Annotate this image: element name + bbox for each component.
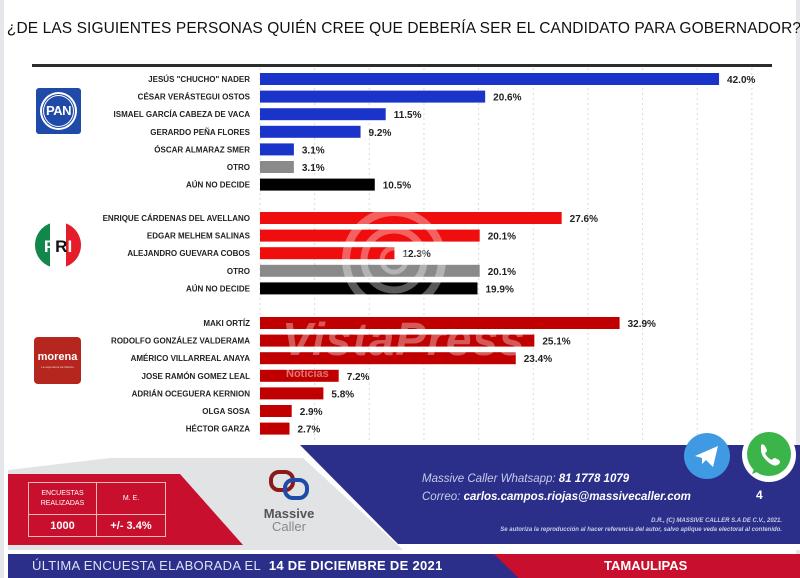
bar-category-label: AMÉRICO VILLARREAL ANAYA bbox=[131, 354, 251, 363]
bar-value-label: 11.5% bbox=[394, 110, 422, 121]
massive-caller-logo: Massive Caller bbox=[252, 470, 326, 533]
pri-letter-i: I bbox=[67, 237, 73, 256]
bar-pan bbox=[260, 178, 375, 191]
bar-morena bbox=[260, 405, 292, 417]
bar-pan bbox=[260, 90, 486, 103]
bar-morena bbox=[260, 387, 324, 400]
bar-morena bbox=[260, 334, 535, 347]
bar-pan bbox=[260, 143, 294, 156]
bar-category-label: ADRIÁN OCEGUERA KERNION bbox=[132, 389, 251, 398]
bar-category-label: JESÚS "CHUCHO" NADER bbox=[148, 75, 250, 84]
bar-value-label: 20.1% bbox=[488, 232, 516, 243]
whatsapp-icon[interactable] bbox=[742, 428, 796, 482]
bar-pan bbox=[260, 125, 361, 138]
bar-value-label: 27.6% bbox=[570, 214, 598, 225]
bar-value-label: 23.4% bbox=[524, 354, 552, 365]
bar-category-label: AÚN NO DECIDE bbox=[186, 181, 251, 190]
whatsapp-label: Massive Caller Whatsapp: bbox=[422, 473, 556, 485]
copyright-line2: Se autoriza la reproducción al hacer ref… bbox=[500, 527, 782, 533]
bar-value-label: 7.2% bbox=[347, 372, 370, 383]
bottom-banner-state bbox=[494, 554, 800, 578]
pri-letter-r: R bbox=[55, 237, 68, 256]
bar-category-label: RODOLFO GONZÁLEZ VALDERAMA bbox=[111, 337, 250, 346]
morena-logo: morena La esperanza de México bbox=[34, 337, 81, 384]
bar-value-label: 2.9% bbox=[300, 407, 323, 418]
survey-stats-table: ENCUESTAS REALIZADAS M. E. 1000 +/- 3.4% bbox=[28, 482, 166, 537]
bar-pan bbox=[260, 161, 294, 173]
bar-value-label: 3.1% bbox=[302, 163, 325, 174]
bar-value-label: 5.8% bbox=[331, 389, 354, 400]
bar-category-label: CÉSAR VERÁSTEGUI OSTOS bbox=[138, 93, 251, 102]
bar-value-label: 2.7% bbox=[298, 425, 321, 436]
contact-info: Massive Caller Whatsapp: 81 1778 1079 Co… bbox=[422, 470, 691, 506]
margin-value: +/- 3.4% bbox=[96, 514, 166, 537]
bar-pri bbox=[260, 247, 395, 260]
telegram-icon[interactable] bbox=[684, 433, 730, 479]
bar-category-label: ALEJANDRO GUEVARA COBOS bbox=[127, 249, 250, 258]
last-survey-date: ÚLTIMA ENCUESTA ELABORADA EL 14 DE DICIE… bbox=[32, 558, 443, 573]
whatsapp-number[interactable]: 81 1778 1079 bbox=[558, 473, 630, 485]
bar-category-label: ÓSCAR ALMARAZ SMER bbox=[154, 145, 250, 154]
chart-title: ¿DE LAS SIGUIENTES PERSONAS QUIÉN CREE Q… bbox=[6, 20, 800, 37]
bar-chart: JESÚS "CHUCHO" NADER 42.0% CÉSAR VERÁSTEGU… bbox=[103, 68, 756, 440]
email-label: Correo: bbox=[422, 491, 461, 503]
margin-header: M. E. bbox=[96, 482, 166, 515]
bar-value-label: 25.1% bbox=[542, 337, 570, 348]
bar-value-label: 10.5% bbox=[383, 181, 411, 192]
page-number: 4 bbox=[756, 488, 763, 502]
email-link[interactable]: carlos.campos.riojas@massivecaller.com bbox=[463, 491, 691, 503]
copyright-notice: D.R., (C) MASSIVE CALLER S.A DE C.V., 20… bbox=[500, 517, 782, 535]
bar-morena bbox=[260, 317, 620, 329]
watermark-text: VistaPress bbox=[282, 313, 526, 365]
surveys-value: 1000 bbox=[28, 514, 97, 537]
last-survey-date-value: 14 DE DICIEMBRE DE 2021 bbox=[268, 558, 443, 573]
bar-pan bbox=[260, 108, 386, 121]
chat-bubbles-icon bbox=[269, 470, 309, 500]
bar-morena bbox=[260, 369, 339, 382]
bar-pri bbox=[260, 264, 480, 277]
bar-category-label: HÉCTOR GARZA bbox=[186, 425, 251, 434]
bar-category-label: ISMAEL GARCÍA CABEZA DE VACA bbox=[114, 110, 251, 119]
pri-letter-p: P bbox=[43, 237, 56, 256]
bar-category-label: MAKI ORTÍZ bbox=[203, 319, 250, 328]
morena-logo-subtext: La esperanza de México bbox=[41, 365, 74, 369]
bar-morena bbox=[260, 352, 516, 365]
pan-logo: PAN bbox=[36, 88, 81, 134]
bar-category-label: OLGA SOSA bbox=[202, 407, 250, 416]
copyright-line1: D.R., (C) MASSIVE CALLER S.A DE C.V., 20… bbox=[651, 518, 782, 524]
morena-logo-text: morena bbox=[37, 351, 78, 363]
watermark-subtext: Noticias bbox=[286, 368, 329, 380]
bar-category-label: OTRO bbox=[227, 267, 250, 276]
bar-morena bbox=[260, 422, 290, 435]
bar-value-label: 20.6% bbox=[493, 93, 521, 104]
surveys-header: ENCUESTAS REALIZADAS bbox=[28, 482, 97, 515]
bar-value-label: 42.0% bbox=[727, 75, 755, 86]
bar-value-label: 20.1% bbox=[488, 267, 516, 278]
bar-pri bbox=[260, 229, 480, 242]
bar-value-label: 19.9% bbox=[486, 284, 514, 295]
pri-logo: PRI bbox=[35, 222, 81, 268]
bar-value-label: 12.3% bbox=[402, 249, 430, 260]
last-survey-prefix: ÚLTIMA ENCUESTA ELABORADA EL bbox=[32, 558, 261, 573]
bar-category-label: GERARDO PEÑA FLORES bbox=[150, 128, 250, 137]
title-divider bbox=[32, 64, 772, 67]
state-name: TAMAULIPAS bbox=[604, 558, 688, 573]
bar-category-label: ENRIQUE CÁRDENAS DEL AVELLANO bbox=[103, 214, 250, 223]
bar-value-label: 32.9% bbox=[628, 319, 656, 330]
bar-pri bbox=[260, 212, 562, 224]
bar-category-label: EDGAR MELHEM SALINAS bbox=[147, 232, 251, 241]
bar-pan bbox=[260, 73, 720, 85]
bar-pri bbox=[260, 282, 478, 295]
brand-name-line1: Massive bbox=[263, 506, 315, 521]
bar-category-label: JOSE RAMÓN GOMEZ LEAL bbox=[142, 372, 251, 381]
bar-value-label: 9.2% bbox=[369, 128, 392, 139]
brand-name-line2: Caller bbox=[272, 519, 306, 534]
bar-category-label: AÚN NO DECIDE bbox=[186, 284, 251, 293]
bar-value-label: 3.1% bbox=[302, 145, 325, 156]
pan-logo-text: PAN bbox=[46, 103, 71, 118]
bar-category-label: OTRO bbox=[227, 163, 250, 172]
